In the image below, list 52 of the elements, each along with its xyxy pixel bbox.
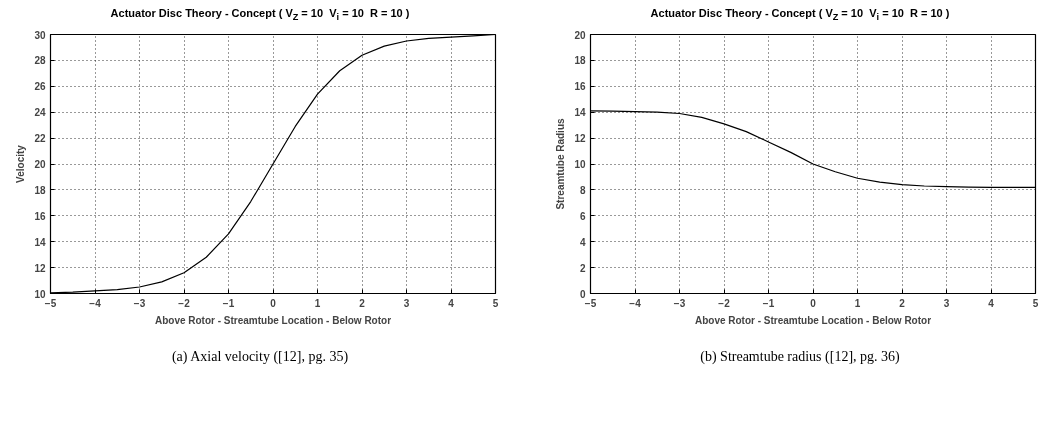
y-tick-label: 18 [574,55,586,67]
x-tick-label: −2 [178,297,191,309]
y-tick-label: 2 [579,262,586,274]
y-tick-label: 30 [34,29,46,41]
x-tick-label: −3 [133,297,146,309]
x-tick-label: 4 [988,297,995,309]
y-tick-label: 22 [34,133,46,145]
y-tick-label: 18 [34,184,46,196]
x-tick-label: 3 [943,297,950,309]
x-tick-label: −3 [673,297,686,309]
y-axis-title: Velocity [15,144,27,183]
x-tick-label: −5 [584,297,597,309]
text: (a) Axial velocity ([12], pg. 35) [170,348,350,366]
y-tick-label: 8 [579,184,586,196]
y-tick-label: 16 [574,81,586,93]
y-tick-label: 20 [34,159,46,170]
x-axis-title: Above Rotor - Streamtube Location - Below Rotor [694,314,932,326]
y-tick-label: 14 [574,107,586,119]
x-tick-label: 1 [854,297,861,309]
chart-title: Actuator Disc Theory - Concept ( V$_{Z}$ = 10 V$_{i}$ = 10 R = 10 ) [109,6,411,25]
x-tick-label: 3 [403,297,410,309]
y-tick-label: 0 [579,288,586,300]
y-tick-label: 10 [574,159,586,170]
x-tick-label: 1 [314,297,321,309]
y-tick-label: 20 [574,29,586,41]
chart-title: Actuator Disc Theory - Concept ( V$_{Z}$ = 10 V$_{i}$ = 10 R = 10 ) [649,6,951,25]
y-tick-label: 28 [34,55,46,67]
y-tick-label: 10 [34,288,46,300]
x-tick-label: −1 [222,297,235,309]
y-tick-label: 4 [579,236,586,248]
x-tick-label: −1 [762,297,775,309]
y-tick-label: 6 [579,210,586,222]
y-tick-label: 16 [34,210,46,222]
x-tick-label: 4 [448,297,455,309]
x-tick-label: −5 [44,297,57,309]
y-tick-label: 26 [34,81,46,93]
x-tick-label: 2 [359,297,366,309]
x-tick-label: 5 [492,297,499,309]
text: (b) Streamtube radius ([12], pg. 36) [699,348,901,366]
x-tick-label: 2 [899,297,906,309]
x-tick-label: 0 [270,297,277,309]
y-tick-label: 12 [574,133,586,145]
x-tick-label: −4 [629,297,642,309]
x-tick-label: −4 [89,297,102,309]
y-axis-title: Streamtube Radius [555,118,567,210]
x-tick-label: −2 [718,297,731,309]
x-axis-title: Above Rotor - Streamtube Location - Below Rotor [154,314,392,326]
y-tick-label: 12 [34,262,46,274]
x-tick-label: 5 [1032,297,1039,309]
y-tick-label: 14 [34,236,46,248]
y-tick-label: 24 [34,107,46,119]
x-tick-label: 0 [810,297,817,309]
